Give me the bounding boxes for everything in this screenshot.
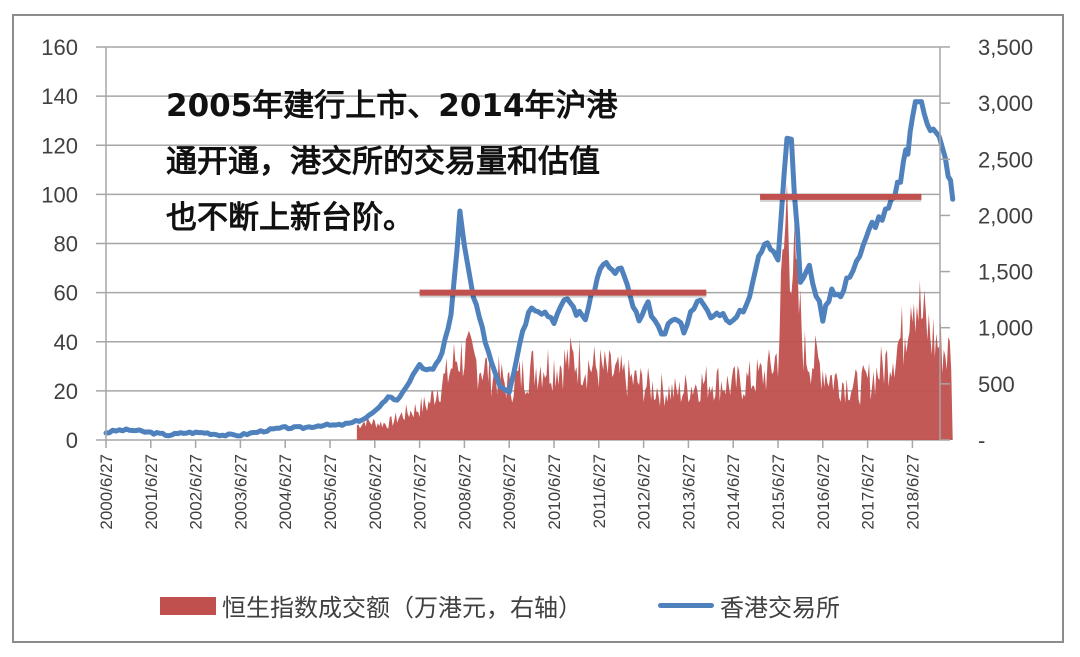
y-left-tick-label: 100 — [41, 182, 78, 207]
x-tick-label: 2012/6/27 — [635, 454, 654, 530]
x-tick-label: 2001/6/27 — [142, 454, 161, 530]
annotation-line-2: 通开通，港交所的交易量和估值 — [166, 144, 600, 180]
y-left-tick-label: 0 — [66, 428, 78, 453]
y-left-tick-label: 120 — [41, 133, 78, 158]
legend-area-label: 恒生指数成交额（万港元，右轴） — [222, 594, 582, 622]
chart-legend: 恒生指数成交额（万港元，右轴） 香港交易所 — [160, 588, 840, 623]
chart-annotation: 2005年建行上市、2014年沪港 通开通，港交所的交易量和估值 也不断上新台阶… — [166, 78, 618, 246]
x-tick-label: 2017/6/27 — [859, 454, 878, 530]
legend-area-swatch-icon — [160, 596, 216, 615]
y-right-tick-label: 1,500 — [978, 260, 1033, 285]
x-tick-label: 2009/6/27 — [500, 454, 519, 530]
y-left-tick-label: 60 — [54, 281, 78, 306]
x-tick-label: 2010/6/27 — [545, 454, 564, 530]
annotation-line-3: 也不断上新台阶。 — [166, 200, 414, 236]
y-left-tick-label: 40 — [54, 330, 78, 355]
y-right-tick-label: 2,500 — [978, 147, 1033, 172]
x-tick-label: 2000/6/27 — [97, 454, 116, 530]
x-tick-label: 2018/6/27 — [903, 454, 922, 530]
x-tick-label: 2004/6/27 — [276, 454, 295, 530]
y-left-tick-label: 20 — [54, 379, 78, 404]
y-left-tick-label: 160 — [41, 35, 78, 60]
axes: 0 20 40 60 80 100 120 140 160 - 500 1,000 1,500 2,000… — [41, 35, 1033, 530]
x-tick-label: 2005/6/27 — [321, 454, 340, 530]
x-tick-label: 2002/6/27 — [187, 454, 206, 530]
y-right-tick-label: - — [978, 428, 985, 453]
chart-frame — [12, 14, 1064, 643]
x-tick-label: 2015/6/27 — [769, 454, 788, 530]
x-tick-label: 2016/6/27 — [814, 454, 833, 530]
legend-line-label: 香港交易所 — [720, 594, 840, 622]
y-right-tick-label: 2,000 — [978, 203, 1033, 228]
x-tick-label: 2014/6/27 — [724, 454, 743, 530]
y-right-tick-label: 3,000 — [978, 91, 1033, 116]
y-left-tick-label: 140 — [41, 84, 78, 109]
annotation-line-1: 2005年建行上市、2014年沪港 — [166, 88, 618, 124]
y-right-tick-label: 1,000 — [978, 316, 1033, 341]
x-tick-label: 2008/6/27 — [455, 454, 474, 530]
turnover-area-series — [356, 182, 953, 441]
legend-line-swatch-icon — [658, 603, 714, 608]
x-tick-label: 2013/6/27 — [679, 454, 698, 530]
y-right-tick-label: 500 — [978, 372, 1015, 397]
y-left-tick-label: 80 — [54, 232, 78, 257]
hkex-price-line-series — [103, 99, 956, 439]
y-right-tick-label: 3,500 — [978, 35, 1033, 60]
x-tick-label: 2011/6/27 — [590, 454, 609, 528]
x-tick-label: 2007/6/27 — [411, 454, 430, 530]
x-tick-label: 2003/6/27 — [231, 454, 250, 530]
x-tick-label: 2006/6/27 — [366, 454, 385, 530]
reference-lines — [419, 193, 922, 298]
